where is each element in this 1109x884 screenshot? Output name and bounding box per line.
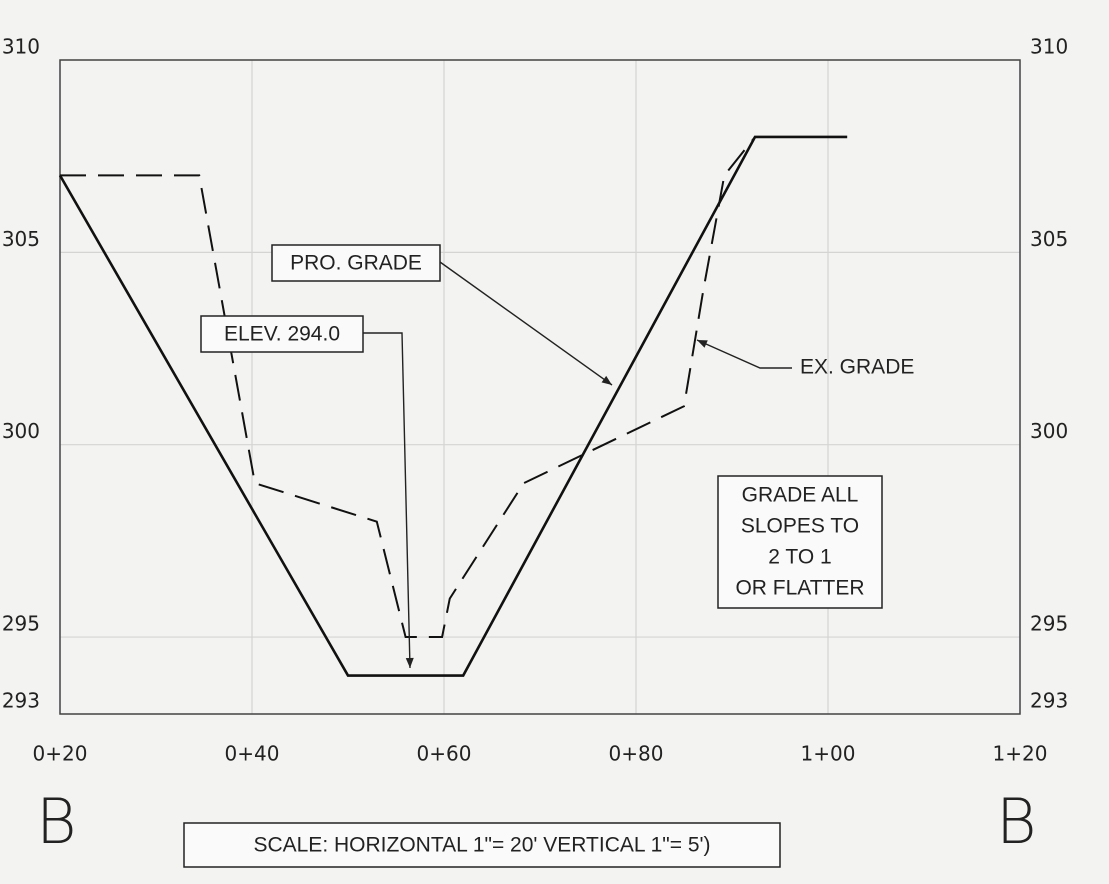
y-tick-label: 293 [2,689,40,713]
section-right: B [996,785,1037,858]
proposed-grade [58,135,848,677]
y-tick-label-right: 310 [1030,35,1068,59]
y-tick-label: 305 [2,227,40,251]
ex-grade-label: EX. GRADE [800,356,914,379]
series [58,135,848,677]
grid [59,59,1021,715]
ex-grade-leader [696,339,792,369]
pro-grade-label: PRO. GRADE [290,252,422,275]
y-tick-label-right: 300 [1030,419,1068,443]
x-tick-label: 1+20 [993,742,1048,766]
y-tick-label: 300 [2,419,40,443]
elev-label: ELEV. 294.0 [224,323,340,346]
x-tick-label: 0+20 [33,742,88,766]
y-tick-label-right: 293 [1030,689,1068,713]
note-line: GRADE ALL [742,484,859,507]
x-tick-label: 0+40 [225,742,280,766]
note-line: OR FLATTER [735,577,864,600]
plot-frame [59,59,1021,715]
note-line: SLOPES TO [741,515,859,538]
pro-grade-box [271,244,441,282]
section-left: B [36,785,77,858]
y-tick-label: 310 [2,35,40,59]
elev-box [200,315,364,353]
existing-grade [60,136,756,639]
x-tick-label: 0+60 [417,742,472,766]
x-tick-label: 1+00 [801,742,856,766]
y-tick-label-right: 305 [1030,227,1068,251]
scale-box [183,822,781,868]
elev-leader [363,332,414,669]
ticks: 0+20 0+40 0+60 0+80 1+00 1+20 293 293 295 295 300 3… [2,35,1068,766]
x-tick-label: 0+80 [609,742,664,766]
note-line: 2 TO 1 [768,546,831,569]
note-box [717,475,883,609]
scale-label: SCALE: HORIZONTAL 1"= 20' VERTICAL 1"= 5… [253,834,710,857]
y-tick-label: 295 [2,612,40,636]
note: GRADE ALL SLOPES TO 2 TO 1 OR FLATTER [735,484,864,600]
pro-grade-leader [439,261,613,386]
y-tick-label-right: 295 [1030,612,1068,636]
